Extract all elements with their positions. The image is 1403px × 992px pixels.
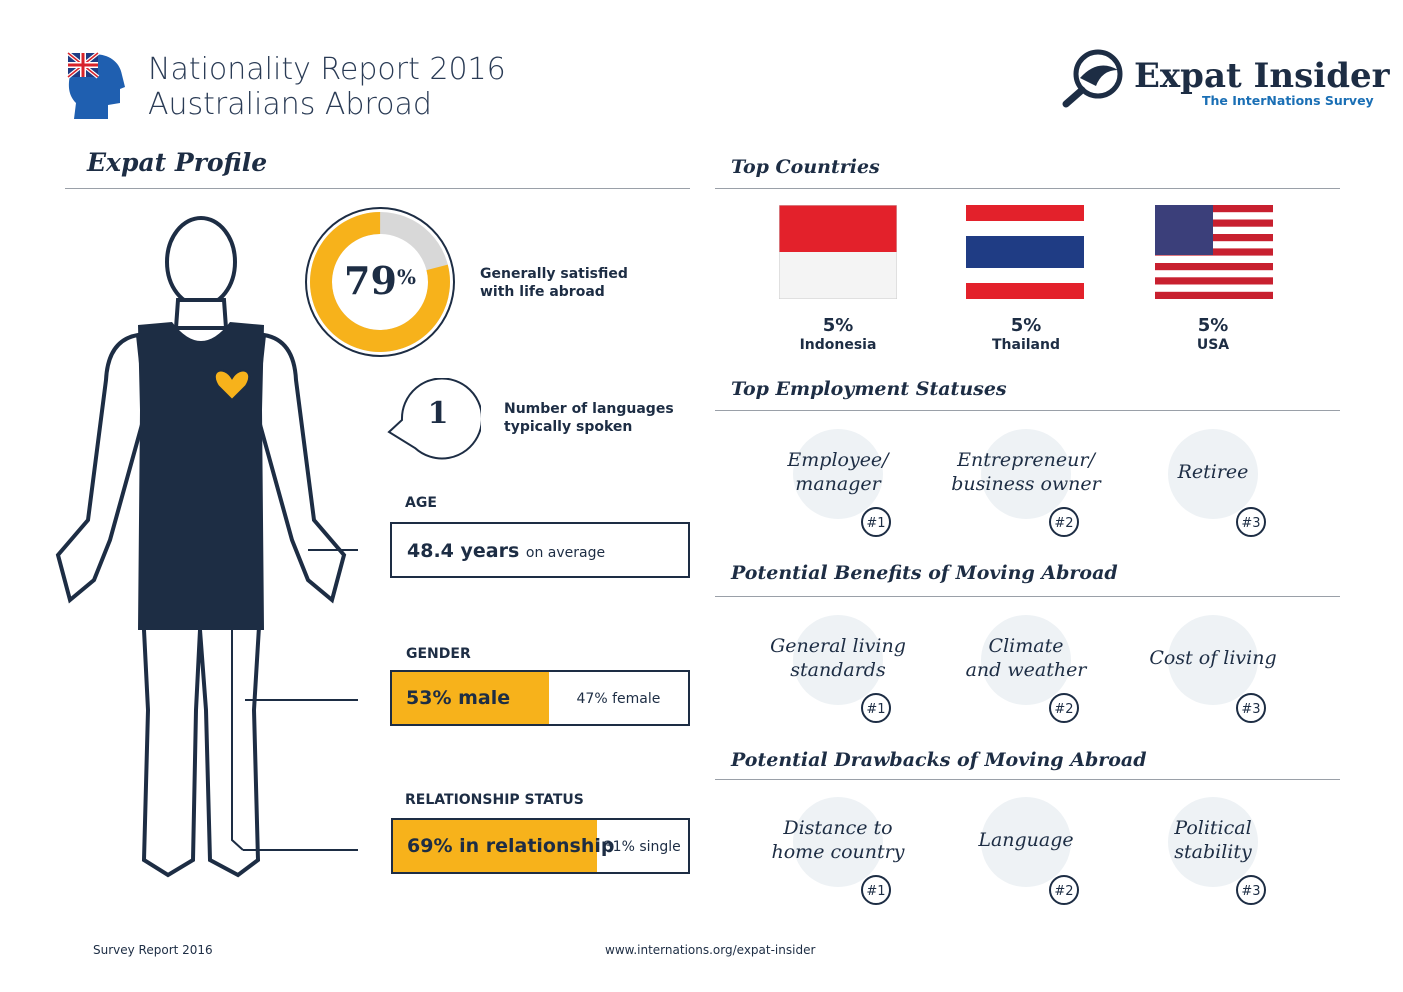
rule	[65, 188, 690, 189]
item-line: and weather	[965, 659, 1087, 681]
item-line: stability	[1174, 841, 1252, 863]
section-heading: Potential Drawbacks of Moving Abroad	[731, 749, 1147, 771]
item-text: General living standards	[748, 634, 928, 682]
item-line: Distance to	[783, 817, 893, 839]
rank-badge: #3	[1236, 875, 1266, 905]
country-share: 5%	[1010, 315, 1042, 336]
age-title: AGE	[405, 495, 437, 511]
section-heading: Potential Benefits of Moving Abroad	[731, 562, 1118, 584]
rank-badge: #2	[1049, 875, 1079, 905]
bar-segment	[548, 672, 688, 724]
item-text: Climate and weather	[936, 634, 1116, 682]
rank-badge: #3	[1236, 693, 1266, 723]
icon-bg	[793, 429, 883, 519]
section-heading: Expat Profile	[87, 148, 268, 177]
item-line: standards	[790, 659, 886, 681]
rule	[715, 410, 1340, 411]
country-share: 5%	[822, 315, 854, 336]
rule	[715, 779, 1340, 780]
item-line: home country	[771, 841, 905, 863]
rank-badge: #1	[861, 507, 891, 537]
item-line: Entrepreneur/	[957, 449, 1095, 471]
satisfaction-arc	[310, 212, 450, 352]
rank-badge: #3	[1236, 507, 1266, 537]
icon-bg	[1168, 429, 1258, 519]
item-line: General living	[770, 635, 906, 657]
country-name: USA	[1196, 337, 1230, 353]
item-line: Climate	[988, 635, 1064, 657]
bar-label: 31% single	[603, 839, 681, 855]
icon-bg	[981, 797, 1071, 887]
brand-tagline: The InterNations Survey	[1202, 93, 1374, 108]
country-name: Thailand	[992, 337, 1060, 353]
flag-indonesia	[779, 205, 897, 299]
bar-label: 69% in relationship	[407, 835, 615, 857]
footer-left: Survey Report 2016	[93, 943, 213, 957]
bar-segment	[393, 820, 597, 872]
item-line: Language	[978, 829, 1074, 851]
bar-segment	[596, 820, 688, 872]
country-share: 5%	[1197, 315, 1229, 336]
item-line: business owner	[951, 473, 1101, 495]
rank-badge: #2	[1049, 507, 1079, 537]
country-name: Indonesia	[799, 337, 877, 353]
icon-bg	[981, 429, 1071, 519]
bar-label: 47% female	[576, 691, 661, 707]
section-heading: Top Countries	[731, 156, 880, 178]
flag-usa	[1155, 205, 1273, 299]
title: Nationality Report 2016 Australians Abroa…	[148, 52, 506, 122]
logo-icon	[1062, 49, 1123, 108]
age-box: 48.4 years on average	[390, 522, 690, 578]
brand: Expat Insider	[1134, 56, 1390, 96]
section-heading: Top Employment Statuses	[731, 378, 1007, 400]
icon-bg	[1168, 797, 1258, 887]
item-text: Cost of living	[1123, 646, 1303, 670]
item-line: Retiree	[1177, 461, 1249, 483]
icon-bg	[793, 615, 883, 705]
relationship-title: RELATIONSHIP STATUS	[405, 792, 584, 808]
rule	[715, 596, 1340, 597]
item-text: Distance to home country	[748, 816, 928, 864]
item-text: Language	[936, 828, 1116, 852]
rule	[715, 188, 1340, 189]
age-value: 48.4 years	[407, 540, 520, 562]
subtitle-line: Australians Abroad	[148, 87, 432, 122]
item-line: Political	[1174, 817, 1252, 839]
rank-badge: #1	[861, 875, 891, 905]
icon-bg	[1168, 615, 1258, 705]
satisfaction-donut	[305, 207, 455, 357]
age-suffix: on average	[525, 545, 606, 561]
value: 79	[344, 258, 397, 303]
title-line: Nationality Report 2016	[148, 52, 506, 87]
satisfaction-label: Generally satisfied with life abroad	[480, 266, 628, 300]
flag-head-icon	[66, 51, 125, 119]
gender-title: GENDER	[406, 646, 471, 662]
unit: %	[396, 265, 416, 289]
item-text: Employee/manager	[748, 448, 928, 496]
flag-thailand	[966, 205, 1084, 299]
body-figure	[55, 216, 358, 878]
item-line: Employee/	[787, 449, 889, 471]
gender-bar: 53% male 47% female	[390, 670, 690, 726]
item-text: Retiree	[1123, 460, 1303, 484]
languages-number: 1	[427, 396, 449, 431]
relationship-bar: 69% in relationship 31% single	[391, 818, 690, 874]
icon-bg	[793, 797, 883, 887]
item-line: Cost of living	[1149, 647, 1277, 669]
item-text: Political stability	[1123, 816, 1303, 864]
rank-badge: #1	[861, 693, 891, 723]
bar-label: 53% male	[406, 687, 511, 709]
speech-bubble	[387, 378, 481, 460]
item-text: Entrepreneur/business owner	[936, 448, 1116, 496]
bar-segment	[392, 672, 549, 724]
footer-center: www.internations.org/expat-insider	[605, 943, 816, 957]
languages-label: Number of languages typically spoken	[504, 401, 674, 435]
rank-badge: #2	[1049, 693, 1079, 723]
icon-bg	[981, 615, 1071, 705]
satisfaction-value: 79%	[303, 258, 457, 303]
item-line: manager	[795, 473, 881, 495]
